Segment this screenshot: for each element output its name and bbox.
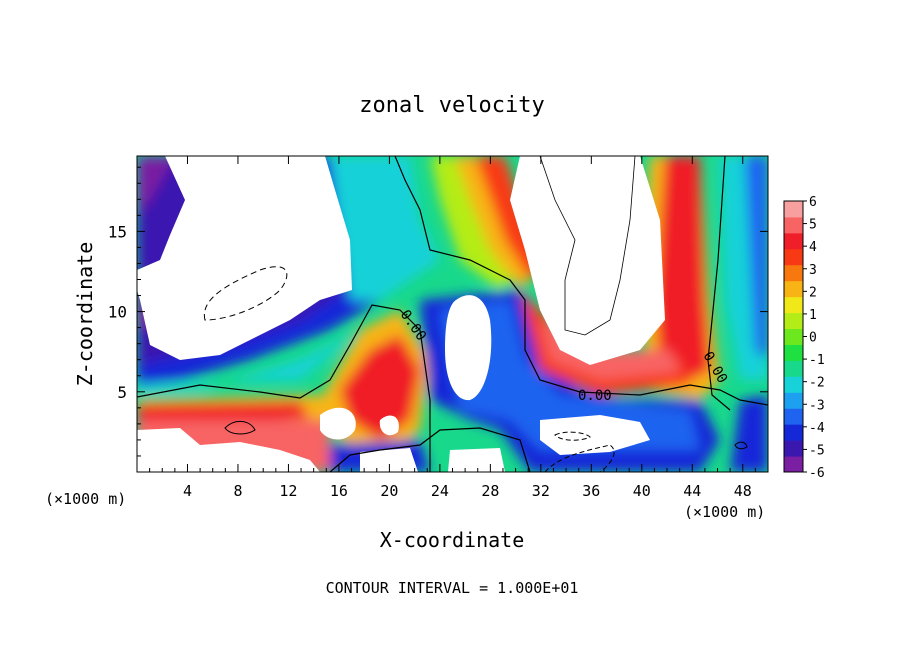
colorbar-swatch: [784, 424, 803, 441]
colorbar-tick-label: -3: [809, 398, 825, 413]
colorbar-swatch: [784, 264, 803, 282]
colorbar-tick-label: 1: [809, 308, 817, 323]
colorbar-tick-label: 4: [809, 240, 817, 255]
colorbar-swatch: [784, 248, 803, 266]
colorbar: 6 5 4 3 2 1 0 -1 -2 -3 -4 -5 -6: [783, 195, 825, 481]
x-tick-label: 48: [734, 482, 752, 500]
colorbar-swatch: [784, 312, 803, 330]
colorbar-swatch: [784, 232, 803, 250]
x-tick-label: 24: [431, 482, 449, 500]
x-tick-label: 8: [233, 482, 242, 500]
x-axis-ticks: 4 8 12 16 20 24 28 32 36 40 44 48: [149, 156, 756, 500]
y-axis-label: Z-coordinate: [73, 242, 97, 387]
colorbar-tick-label: 5: [809, 218, 817, 233]
x-tick-label: 40: [633, 482, 651, 500]
x-tick-label: 36: [582, 482, 600, 500]
x-tick-label: 28: [481, 482, 499, 500]
x-unit-label-left: (×1000 m): [45, 490, 126, 508]
colorbar-tick-label: -2: [809, 376, 825, 391]
colorbar-tick-label: -5: [809, 443, 825, 458]
y-tick-label: 5: [117, 383, 127, 402]
colorbar-tick-label: -4: [809, 421, 825, 436]
colorbar-swatch: [784, 216, 803, 234]
colorbar-swatch: [784, 360, 803, 377]
colorbar-swatch: [784, 344, 803, 361]
y-tick-label: 15: [108, 222, 127, 241]
colorbar-tick-label: 0: [809, 331, 817, 346]
x-tick-label: 44: [683, 482, 701, 500]
colorbar-swatch: [784, 280, 803, 298]
colorbar-swatch: [784, 201, 803, 218]
x-tick-label: 20: [380, 482, 398, 500]
chart-title: zonal velocity: [359, 93, 544, 118]
colorbar-tick-label: 3: [809, 263, 817, 278]
colorbar-swatch: [784, 376, 803, 393]
colorbar-swatch: [784, 392, 803, 409]
y-axis-ticks: 5 10 15: [108, 166, 768, 457]
x-axis-label: X-coordinate: [380, 528, 525, 552]
x-tick-label: 16: [330, 482, 348, 500]
contour-interval-note: CONTOUR INTERVAL = 1.000E+01: [326, 579, 579, 597]
colorbar-swatch: [784, 408, 803, 425]
colorbar-swatch: [784, 440, 803, 457]
colorbar-tick-label: 6: [809, 195, 817, 210]
x-tick-label: 4: [183, 482, 192, 500]
x-tick-label: 12: [279, 482, 297, 500]
colorbar-tick-label: -1: [809, 353, 825, 368]
y-tick-label: 10: [108, 303, 127, 322]
x-tick-label: 32: [532, 482, 550, 500]
x-unit-label-right: (×1000 m): [684, 503, 765, 521]
colorbar-tick-label: 2: [809, 285, 817, 300]
colorbar-swatch: [784, 456, 803, 473]
colorbar-swatch: [784, 296, 803, 314]
colorbar-tick-label: -6: [809, 466, 825, 481]
heatmap-field: [137, 156, 768, 472]
contour-label-2: 0.00: [578, 388, 612, 404]
colorbar-swatch: [784, 328, 803, 345]
